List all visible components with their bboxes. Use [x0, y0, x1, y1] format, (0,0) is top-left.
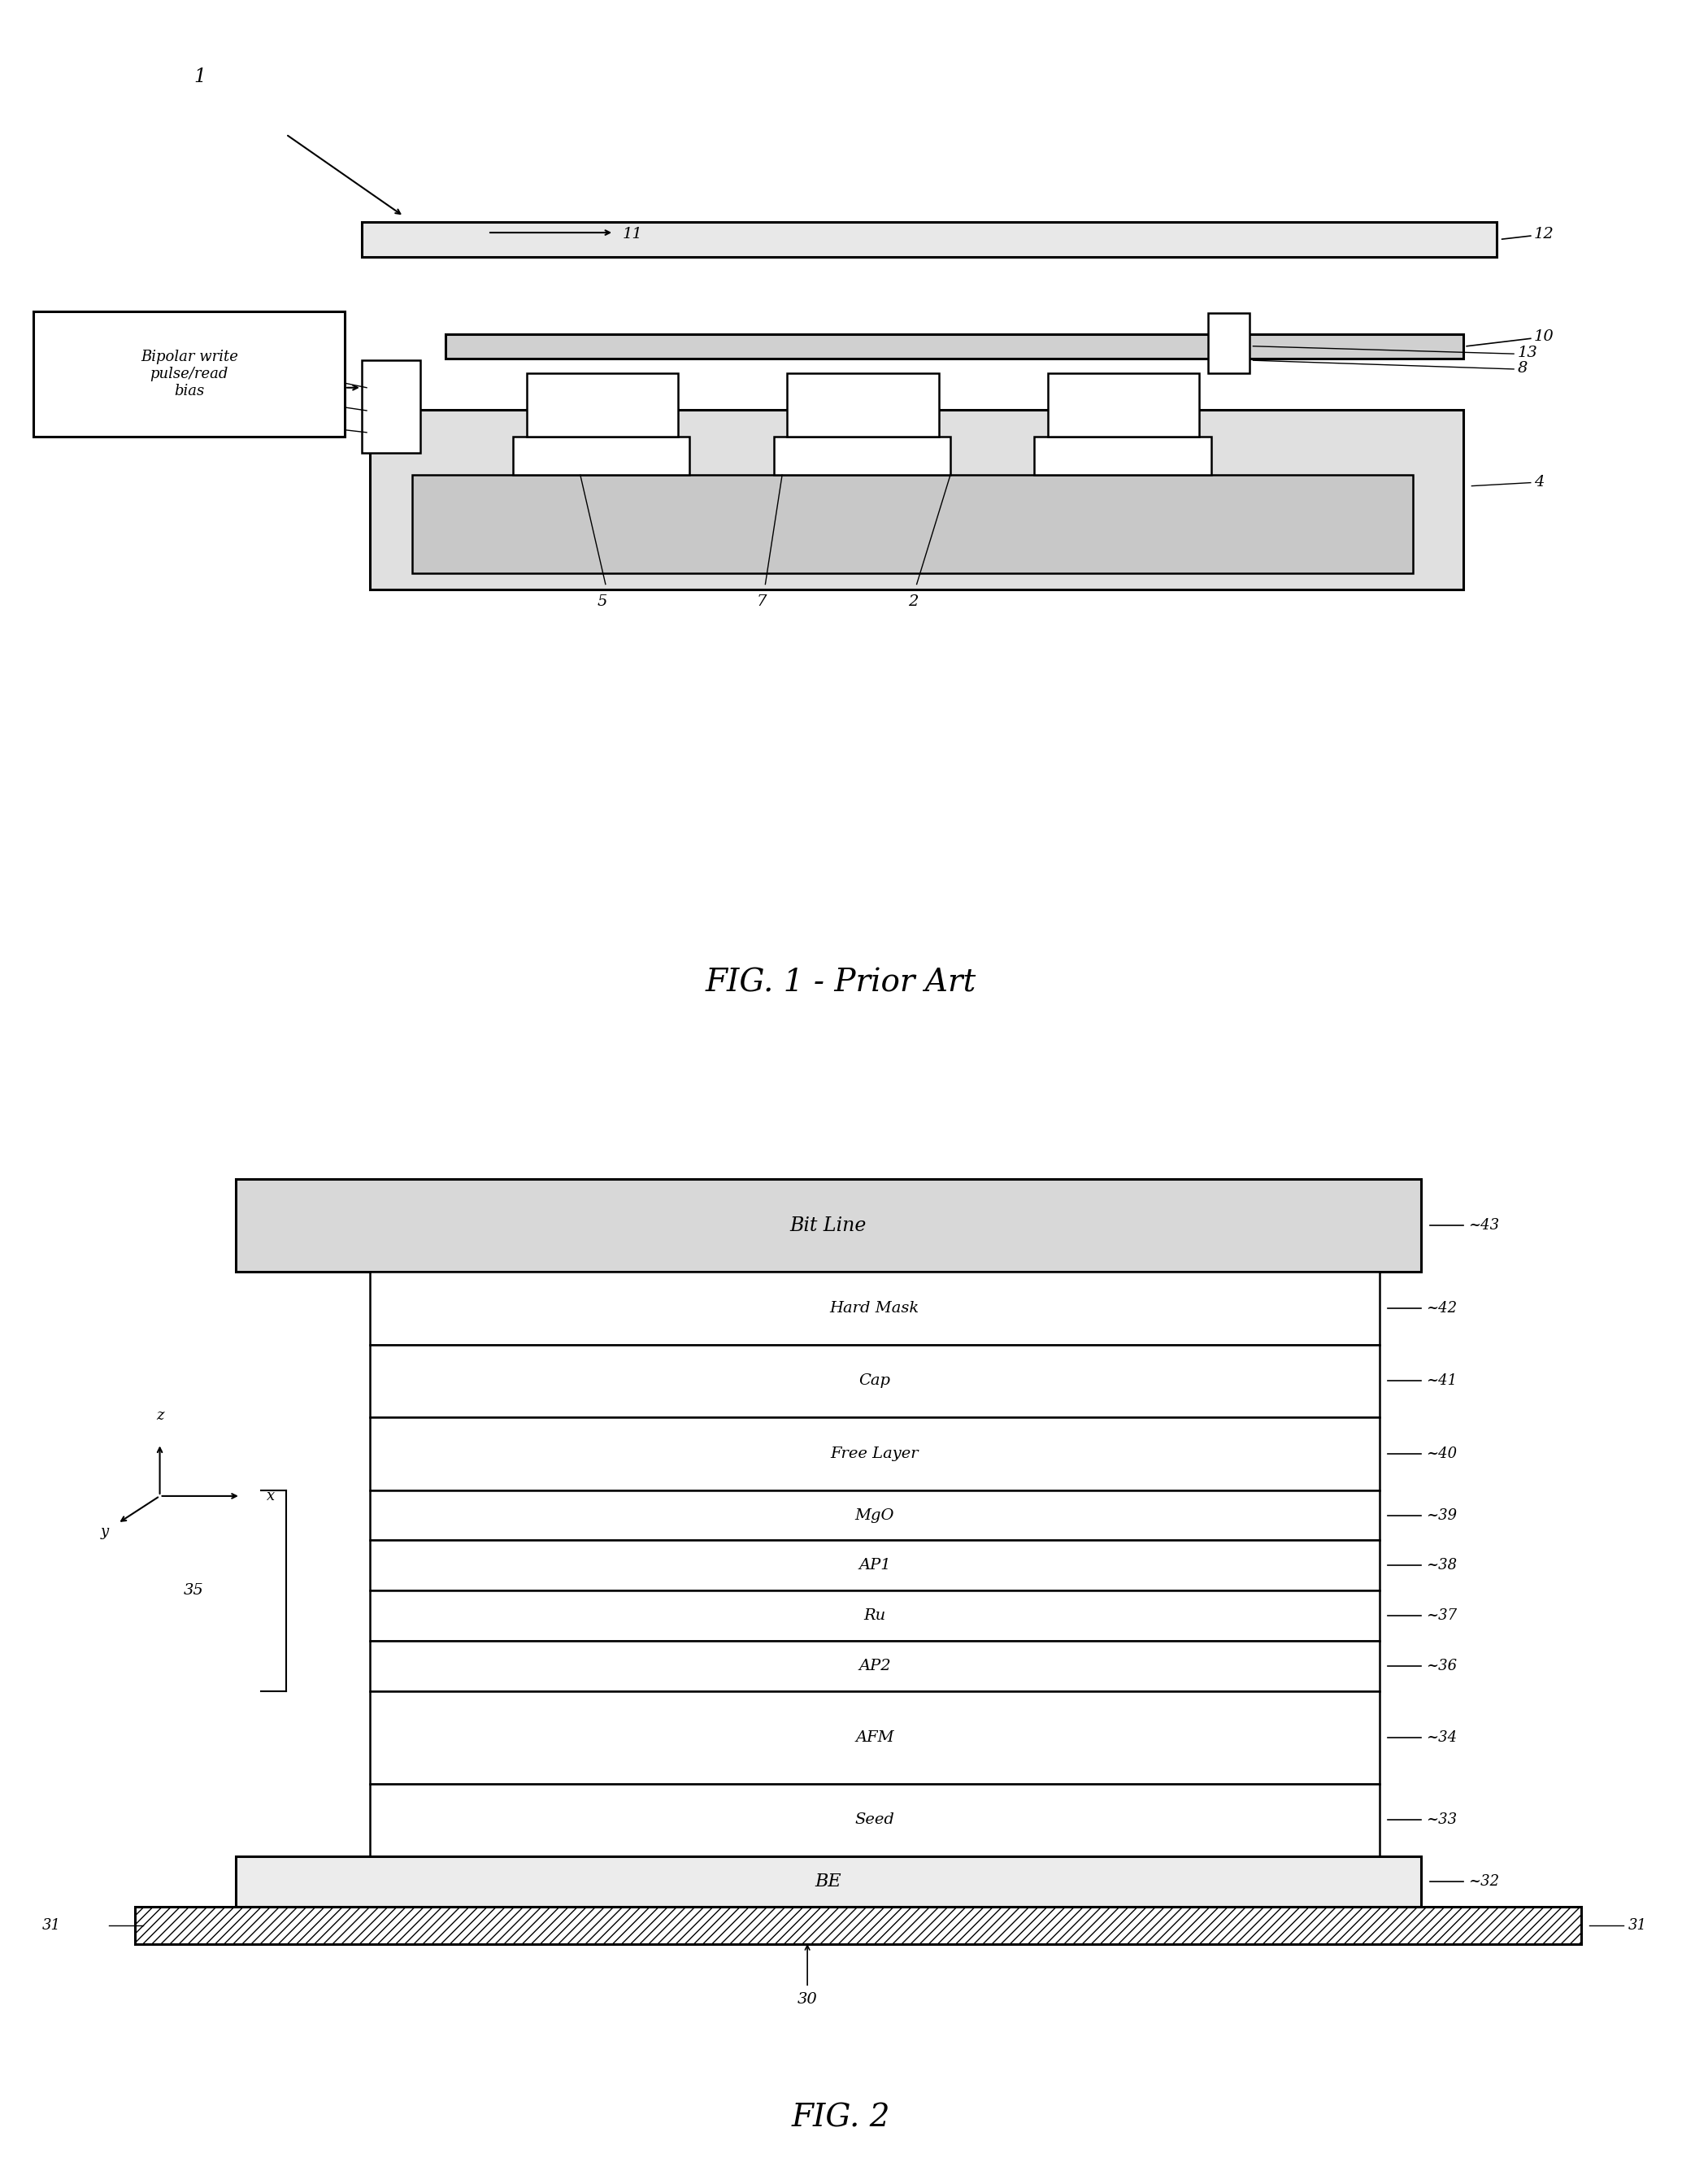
Bar — [526, 373, 678, 437]
Text: x: x — [267, 1489, 274, 1503]
Text: 10: 10 — [1534, 330, 1554, 343]
Text: 30: 30 — [797, 1992, 817, 2007]
Bar — [1048, 373, 1199, 437]
Text: AFM: AFM — [854, 1730, 895, 1745]
Bar — [362, 221, 1497, 258]
Text: ~38: ~38 — [1426, 1557, 1457, 1572]
Text: y: y — [101, 1524, 108, 1540]
Text: FIG. 1 - Prior Art: FIG. 1 - Prior Art — [705, 968, 977, 998]
Text: Bit Line: Bit Line — [791, 1216, 866, 1234]
Text: BE: BE — [816, 1872, 841, 1891]
Text: 3: 3 — [294, 417, 304, 432]
Bar — [34, 310, 345, 437]
Text: AP2: AP2 — [858, 1658, 891, 1673]
Text: Hard Mask: Hard Mask — [829, 1302, 920, 1315]
Text: Bipolar write
pulse/read
bias: Bipolar write pulse/read bias — [141, 349, 237, 397]
Bar — [774, 437, 950, 474]
Bar — [513, 437, 690, 474]
Text: ~33: ~33 — [1426, 1813, 1457, 1828]
Bar — [370, 1690, 1379, 1784]
Bar — [370, 1489, 1379, 1540]
Bar — [446, 334, 1463, 358]
Text: ~39: ~39 — [1426, 1507, 1457, 1522]
Text: 5: 5 — [597, 594, 607, 609]
Text: 31: 31 — [1628, 1918, 1647, 1933]
Text: 1: 1 — [193, 68, 205, 85]
Text: ~32: ~32 — [1468, 1874, 1499, 1889]
Text: 6: 6 — [311, 395, 321, 411]
Text: MgO: MgO — [854, 1507, 895, 1522]
Bar — [370, 1590, 1379, 1640]
Text: ~41: ~41 — [1426, 1374, 1457, 1389]
Text: 7: 7 — [757, 594, 767, 609]
Bar — [370, 1640, 1379, 1690]
Bar — [362, 360, 420, 454]
Bar — [370, 1540, 1379, 1590]
Text: Seed: Seed — [854, 1813, 895, 1828]
Bar — [135, 1907, 1581, 1944]
Text: 8: 8 — [1517, 360, 1527, 376]
Text: 13: 13 — [1517, 345, 1537, 360]
Text: 11: 11 — [622, 227, 643, 240]
Bar — [370, 1784, 1379, 1856]
Text: ~37: ~37 — [1426, 1607, 1457, 1623]
Text: ~40: ~40 — [1426, 1446, 1457, 1461]
Bar — [1034, 437, 1211, 474]
Text: ~43: ~43 — [1468, 1219, 1499, 1234]
Text: AP1: AP1 — [858, 1557, 891, 1572]
Text: 12: 12 — [1534, 227, 1554, 240]
Text: 31: 31 — [42, 1918, 61, 1933]
Text: ~34: ~34 — [1426, 1730, 1457, 1745]
Text: Free Layer: Free Layer — [831, 1446, 918, 1461]
Text: FIG. 2: FIG. 2 — [792, 2103, 890, 2134]
Text: ~42: ~42 — [1426, 1302, 1457, 1315]
Bar — [1208, 312, 1250, 373]
Bar — [787, 373, 939, 437]
Bar — [370, 1271, 1379, 1345]
Bar — [370, 1417, 1379, 1489]
Bar — [412, 474, 1413, 572]
Text: 2: 2 — [908, 594, 918, 609]
Bar — [235, 1856, 1421, 1907]
Text: 9: 9 — [328, 373, 338, 387]
Bar — [370, 1345, 1379, 1417]
Text: 4: 4 — [1534, 474, 1544, 489]
Text: Ru: Ru — [863, 1607, 886, 1623]
Bar — [370, 411, 1463, 590]
Text: ~36: ~36 — [1426, 1658, 1457, 1673]
Text: z: z — [156, 1409, 163, 1422]
Bar — [235, 1179, 1421, 1271]
Text: Cap: Cap — [860, 1374, 890, 1389]
Text: 35: 35 — [183, 1583, 204, 1599]
